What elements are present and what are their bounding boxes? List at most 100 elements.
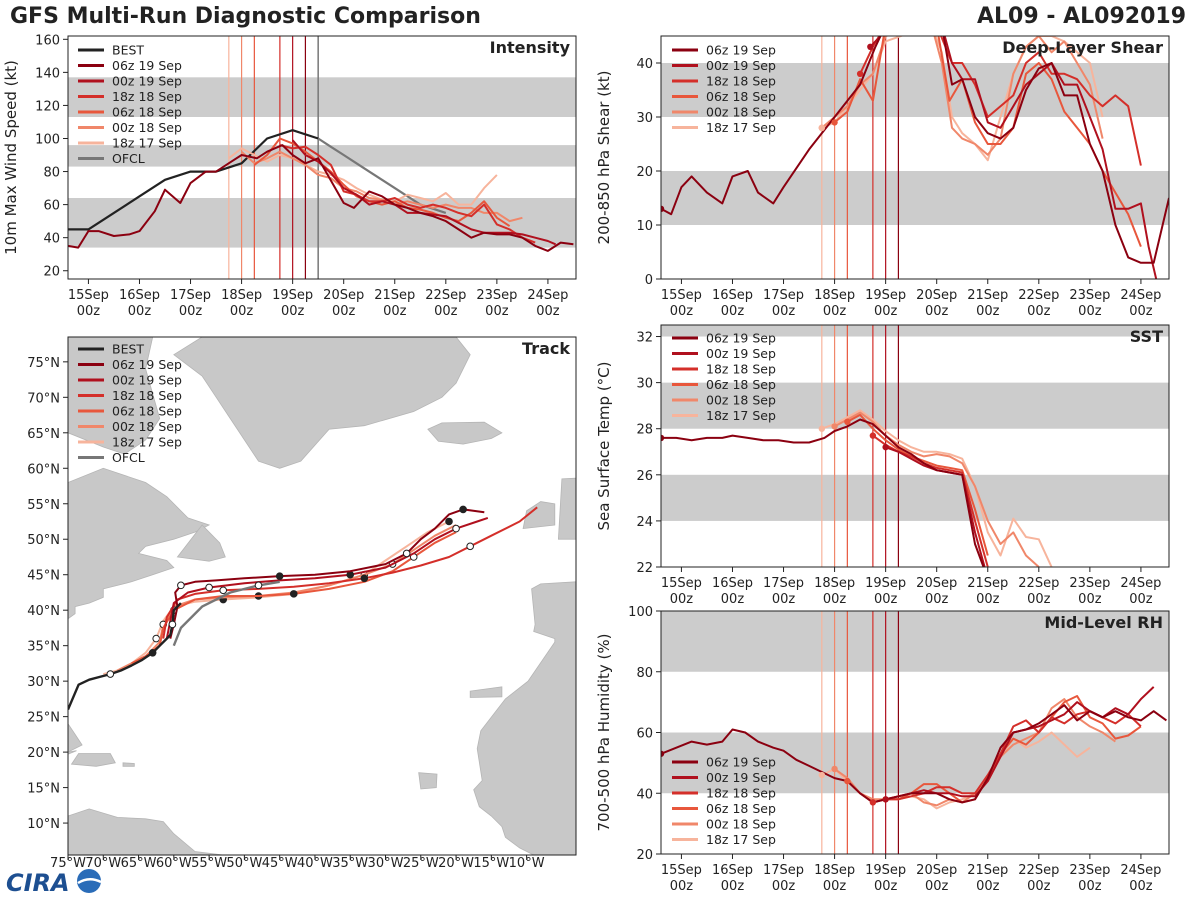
init-point xyxy=(882,796,889,803)
legend-label: 06z 18 Sep xyxy=(706,377,776,392)
y-axis-label: 200-850 hPa Shear (kt) xyxy=(595,71,613,245)
legend-label: 06z 19 Sep xyxy=(706,755,776,770)
y-tick-label: 30 xyxy=(636,377,653,392)
y-tick-label: 22 xyxy=(636,561,653,576)
init-point xyxy=(867,43,874,50)
lat-tick-label: 60°N xyxy=(27,462,60,477)
lat-tick-label: 35°N xyxy=(27,640,60,655)
track-point xyxy=(402,549,411,558)
track-point xyxy=(459,505,467,514)
y-tick-label: 20 xyxy=(636,165,653,180)
x-tick-label: 20Sep xyxy=(916,576,957,591)
series-line-00z-18-sep xyxy=(821,36,1104,156)
y-tick-label: 0 xyxy=(645,273,653,288)
legend-label: 18z 17 Sep xyxy=(706,832,776,847)
lon-tick-label: 20°W xyxy=(438,856,474,871)
iceland-landmass xyxy=(427,421,503,445)
y-tick-label: 80 xyxy=(636,666,653,681)
shaded-band xyxy=(661,63,1169,117)
y-tick-label: 20 xyxy=(636,848,653,863)
shear-plot-area xyxy=(661,36,1169,279)
track-point xyxy=(360,574,369,583)
legend-label: 06z 19 Sep xyxy=(706,43,776,58)
x-tick-label: 00z xyxy=(976,879,1000,894)
bahamas-landmass xyxy=(68,722,83,753)
x-tick-label: 00z xyxy=(670,304,694,319)
x-tick-label: 00z xyxy=(332,304,356,319)
legend-label: 00z 18 Sep xyxy=(706,817,776,832)
sst-plot-area xyxy=(661,325,1169,567)
series-line-06z-19-sep xyxy=(661,704,1167,804)
x-tick-label: 00z xyxy=(823,304,847,319)
iberia-africa-landmass xyxy=(473,581,576,855)
x-tick-label: 22Sep xyxy=(1018,863,1059,878)
y-axis-label: 700-500 hPa Humidity (%) xyxy=(595,633,613,831)
init-point xyxy=(661,434,665,442)
x-tick-label: 00z xyxy=(823,592,847,607)
shaded-band xyxy=(661,732,1169,794)
legend-label: 00z 18 Sep xyxy=(706,393,776,408)
x-tick-label: 00z xyxy=(772,592,796,607)
x-tick-label: 20Sep xyxy=(916,288,957,303)
x-tick-label: 00z xyxy=(721,304,745,319)
init-point xyxy=(818,425,826,432)
y-tick-label: 100 xyxy=(628,605,653,620)
panel-title: Deep-Layer Shear xyxy=(1002,38,1163,57)
lon-tick-label: 55°W xyxy=(191,856,227,871)
y-axis-label: 10m Max Wind Speed (kt) xyxy=(2,60,20,255)
y-tick-label: 160 xyxy=(35,33,60,48)
legend-label: 00z 18 Sep xyxy=(112,120,182,135)
init-point xyxy=(831,423,838,430)
legend-label: 00z 19 Sep xyxy=(112,74,182,89)
track-point xyxy=(205,583,213,592)
init-point xyxy=(869,432,877,439)
x-tick-label: 00z xyxy=(976,304,1000,319)
legend-label: 18z 18 Sep xyxy=(706,362,776,377)
series-line-06z-19-sep xyxy=(661,36,1169,264)
series-line-best xyxy=(68,129,319,231)
x-tick-label: 00z xyxy=(670,879,694,894)
baffin-landmass xyxy=(68,337,161,455)
legend-label: 00z 19 Sep xyxy=(706,346,776,361)
x-tick-label: 16Sep xyxy=(712,863,753,878)
legend-label: 00z 18 Sep xyxy=(112,419,182,434)
x-tick-label: 23Sep xyxy=(1069,576,1110,591)
legend-label: 06z 19 Sep xyxy=(112,58,182,73)
lon-tick-label: 45°W xyxy=(262,856,298,871)
y-tick-label: 60 xyxy=(43,199,60,214)
x-tick-label: 15Sep xyxy=(661,288,702,303)
cuba-landmass xyxy=(68,750,77,755)
lon-tick-label: 60°W xyxy=(156,856,192,871)
series-line-18z-17-sep xyxy=(821,409,1053,567)
y-tick-label: 30 xyxy=(636,111,653,126)
legend-label: 00z 19 Sep xyxy=(112,373,182,388)
legend-label: 18z 17 Sep xyxy=(112,435,182,450)
lon-tick-label: 25°W xyxy=(403,856,439,871)
x-tick-label: 20Sep xyxy=(323,288,364,303)
init-point xyxy=(856,70,864,78)
panel-title: Mid-Level RH xyxy=(1044,613,1163,632)
series-line-18z-18-sep xyxy=(859,36,1142,166)
x-tick-label: 22Sep xyxy=(425,288,466,303)
series-line-ofcl xyxy=(317,137,447,214)
shaded-band xyxy=(68,198,576,248)
init-point xyxy=(818,771,826,779)
rh-plot-area xyxy=(661,611,1169,854)
x-tick-label: 00z xyxy=(383,304,407,319)
y-tick-label: 100 xyxy=(35,132,60,147)
shaded-band xyxy=(661,171,1169,225)
x-tick-label: 00z xyxy=(230,304,254,319)
track-point xyxy=(148,648,157,657)
x-tick-label: 00z xyxy=(1027,592,1051,607)
legend-label: 18z 17 Sep xyxy=(112,136,182,151)
legend-label: 18z 18 Sep xyxy=(706,74,776,89)
track-point xyxy=(168,620,177,629)
lat-tick-label: 15°N xyxy=(27,782,60,797)
series-line-00z-19-sep xyxy=(869,36,1158,279)
panels: 2040608010012014016015Sep00z16Sep00z17Se… xyxy=(2,33,1170,894)
x-tick-label: 15Sep xyxy=(661,576,702,591)
init-point xyxy=(818,124,826,131)
x-tick-label: 19Sep xyxy=(865,576,906,591)
series-line-00z-18-sep xyxy=(834,411,1040,567)
lat-tick-label: 65°N xyxy=(27,427,60,442)
